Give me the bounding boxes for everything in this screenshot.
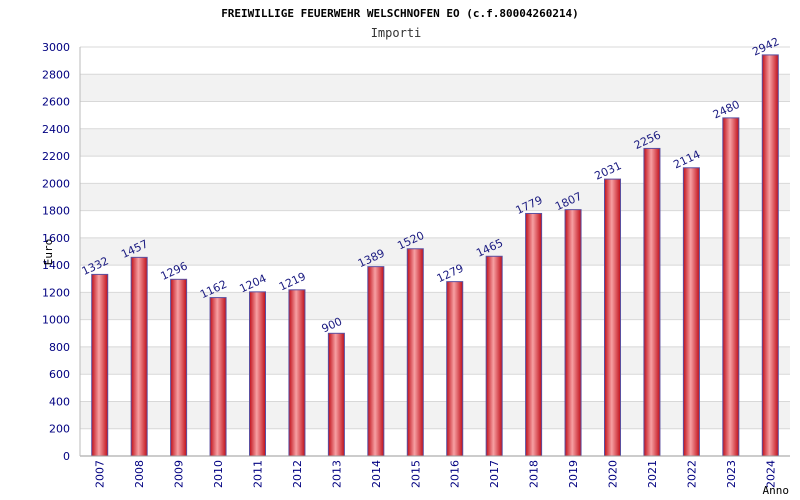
bar <box>761 54 779 457</box>
plot-band <box>80 128 790 157</box>
bar <box>249 291 266 457</box>
y-tick-label: 0 <box>63 450 70 463</box>
x-tick-label: 2021 <box>646 460 659 488</box>
bar <box>367 266 385 457</box>
y-tick-label: 1000 <box>42 314 70 327</box>
x-tick-label: 2022 <box>685 460 698 488</box>
bar <box>130 256 148 457</box>
bar <box>446 281 464 457</box>
y-tick-label: 2400 <box>42 123 70 136</box>
y-tick-label: 3000 <box>42 41 70 54</box>
y-tick-labels: 0 200 400 600 800 1000 1200 1400 1600 1800 2000 220… <box>42 41 70 463</box>
y-tick-label: 800 <box>49 341 70 354</box>
x-tick-label: 2023 <box>725 460 738 488</box>
y-tick-label: 1400 <box>42 259 70 272</box>
bar <box>604 178 621 457</box>
x-tick-label: 2008 <box>133 460 146 488</box>
x-tick-label: 2014 <box>370 460 383 488</box>
plot-band <box>80 237 790 266</box>
y-tick-label: 2800 <box>42 68 70 81</box>
plot-band <box>80 401 790 429</box>
x-tick-label: 2024 <box>764 460 777 488</box>
plot-bands <box>80 74 790 429</box>
x-tick-label: 2010 <box>212 460 225 488</box>
plot-band <box>80 74 790 102</box>
x-tick-label: 2016 <box>449 460 462 488</box>
y-tick-label: 2200 <box>42 150 70 163</box>
bars <box>91 54 779 457</box>
chart-title: FREIWILLIGE FEUERWEHR WELSCHNOFEN EO (c.… <box>221 7 579 20</box>
x-tick-label: 2018 <box>528 460 541 488</box>
x-tick-label: 2015 <box>409 460 422 488</box>
x-tick-labels: 2007 2008 2009 2010 2011 2012 2013 2014 2015 2016… <box>94 460 778 488</box>
plot-band <box>80 346 790 375</box>
bar <box>525 212 543 457</box>
y-tick-label: 200 <box>49 423 70 436</box>
y-tick-label: 1800 <box>42 205 70 218</box>
x-tick-label: 2013 <box>330 460 343 488</box>
bar <box>564 209 582 457</box>
y-tick-label: 400 <box>49 395 70 408</box>
y-tick-label: 2000 <box>42 177 70 190</box>
bar <box>485 255 503 457</box>
y-tick-label: 2600 <box>42 96 70 109</box>
bar <box>170 278 188 457</box>
gridlines <box>80 46 790 430</box>
chart-subtitle: Importi <box>371 26 422 40</box>
bar <box>327 332 345 457</box>
x-tick-label: 2009 <box>173 460 186 488</box>
bar <box>91 273 109 457</box>
x-tick-label: 2017 <box>488 460 501 488</box>
bar <box>643 147 661 457</box>
y-tick-label: 600 <box>49 368 70 381</box>
x-axis-label: Anno <box>763 484 790 497</box>
bar <box>682 167 700 457</box>
x-tick-label: 2011 <box>252 460 265 488</box>
x-tick-label: 2012 <box>291 460 304 488</box>
y-tick-label: 1600 <box>42 232 70 245</box>
bar <box>209 297 227 457</box>
bar <box>722 117 740 457</box>
bar <box>406 248 424 457</box>
bar <box>288 289 306 457</box>
x-tick-label: 2020 <box>607 460 620 488</box>
x-tick-label: 2019 <box>567 460 580 488</box>
x-tick-label: 2007 <box>94 460 107 488</box>
y-axis-label: Euro <box>42 239 55 266</box>
plot-band <box>80 292 790 320</box>
y-tick-label: 1200 <box>42 286 70 299</box>
plot-band <box>80 183 790 211</box>
